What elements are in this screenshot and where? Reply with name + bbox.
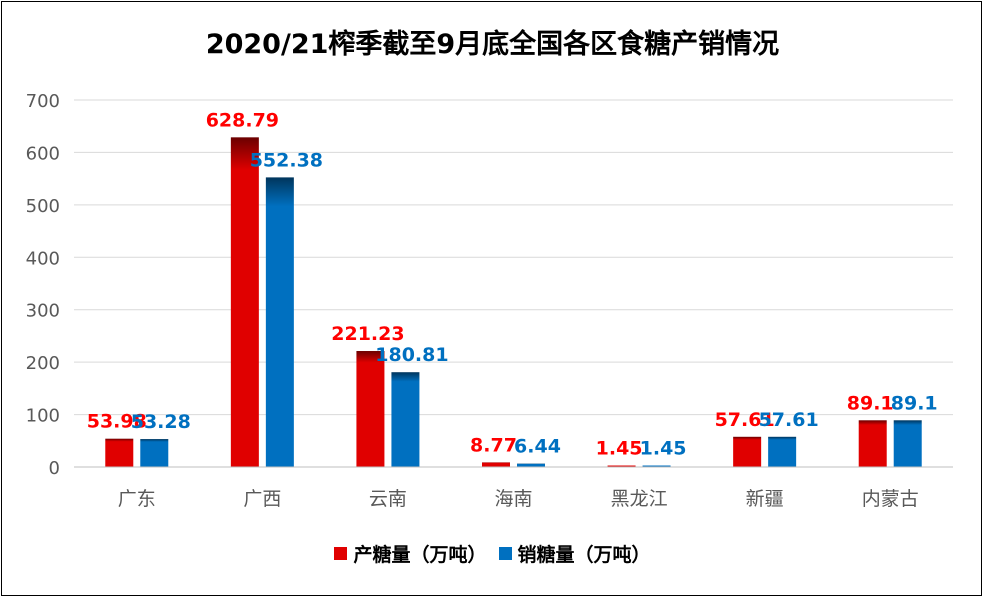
production-data-label: 628.79 (206, 109, 279, 131)
production-data-label: 221.23 (331, 323, 404, 345)
legend-item: 销糖量（万吨） (498, 540, 651, 567)
sales-data-label: 1.45 (640, 438, 687, 460)
production-data-label: 8.77 (470, 434, 517, 456)
y-tick-label: 600 (26, 143, 60, 164)
y-tick-label: 100 (26, 406, 60, 427)
production-data-label: 57.61 (715, 409, 775, 431)
x-category-label: 内蒙古 (862, 488, 919, 510)
sales-bar (642, 465, 671, 467)
production-bar (858, 420, 887, 467)
chart-title: 2020/21榨季截至9月底全国各区食糖产销情况 (205, 29, 780, 60)
x-category-label: 海南 (494, 488, 532, 510)
legend-swatch (498, 547, 512, 560)
sales-data-label: 57.61 (759, 409, 819, 431)
legend-swatch (334, 547, 348, 560)
production-bar (607, 465, 636, 467)
sales-bar (265, 177, 294, 467)
sales-bar (140, 439, 169, 467)
gridlines (74, 99, 953, 468)
sales-data-label: 6.44 (514, 436, 561, 458)
sales-bar (391, 372, 420, 467)
sales-data-label: 552.38 (250, 149, 323, 171)
sales-bar (893, 420, 922, 467)
y-tick-label: 300 (26, 301, 60, 322)
x-category-label: 云南 (369, 488, 407, 510)
sales-bar (768, 436, 797, 467)
production-bar (230, 137, 259, 467)
production-bar (482, 462, 510, 467)
x-axis: 广东 广西 云南 海南 黑龙江 新疆 内蒙古 (74, 466, 953, 510)
legend-label: 销糖量（万吨） (517, 544, 651, 566)
production-data-label: 89.1 (847, 392, 894, 414)
x-category-label: 广东 (118, 488, 156, 510)
y-tick-label: 200 (26, 353, 60, 374)
y-tick-label: 400 (26, 248, 60, 269)
legend-label: 产糖量（万吨） (353, 544, 487, 566)
y-tick-label: 500 (26, 196, 60, 217)
sales-data-label: 53.28 (131, 411, 191, 433)
bars (105, 137, 922, 467)
production-data-label: 53.98 (87, 411, 147, 433)
legend-item: 产糖量（万吨） (334, 540, 487, 567)
sales-data-label: 89.1 (891, 392, 938, 414)
x-category-label: 新疆 (746, 488, 784, 510)
legend: 产糖量（万吨） 销糖量（万吨） (0, 540, 985, 567)
x-category-label: 黑龙江 (611, 488, 668, 510)
sales-data-label: 180.81 (375, 344, 448, 366)
y-tick-label: 0 (49, 458, 60, 479)
sales-bar (517, 463, 545, 467)
production-bar (356, 351, 385, 467)
production-bar (105, 438, 134, 467)
y-tick-label: 700 (26, 91, 60, 112)
x-category-label: 广西 (243, 488, 281, 510)
production-data-label: 1.45 (596, 438, 643, 460)
production-bar (733, 436, 762, 467)
y-axis-ticks: 0 100 200 300 400 500 600 700 (26, 91, 60, 479)
